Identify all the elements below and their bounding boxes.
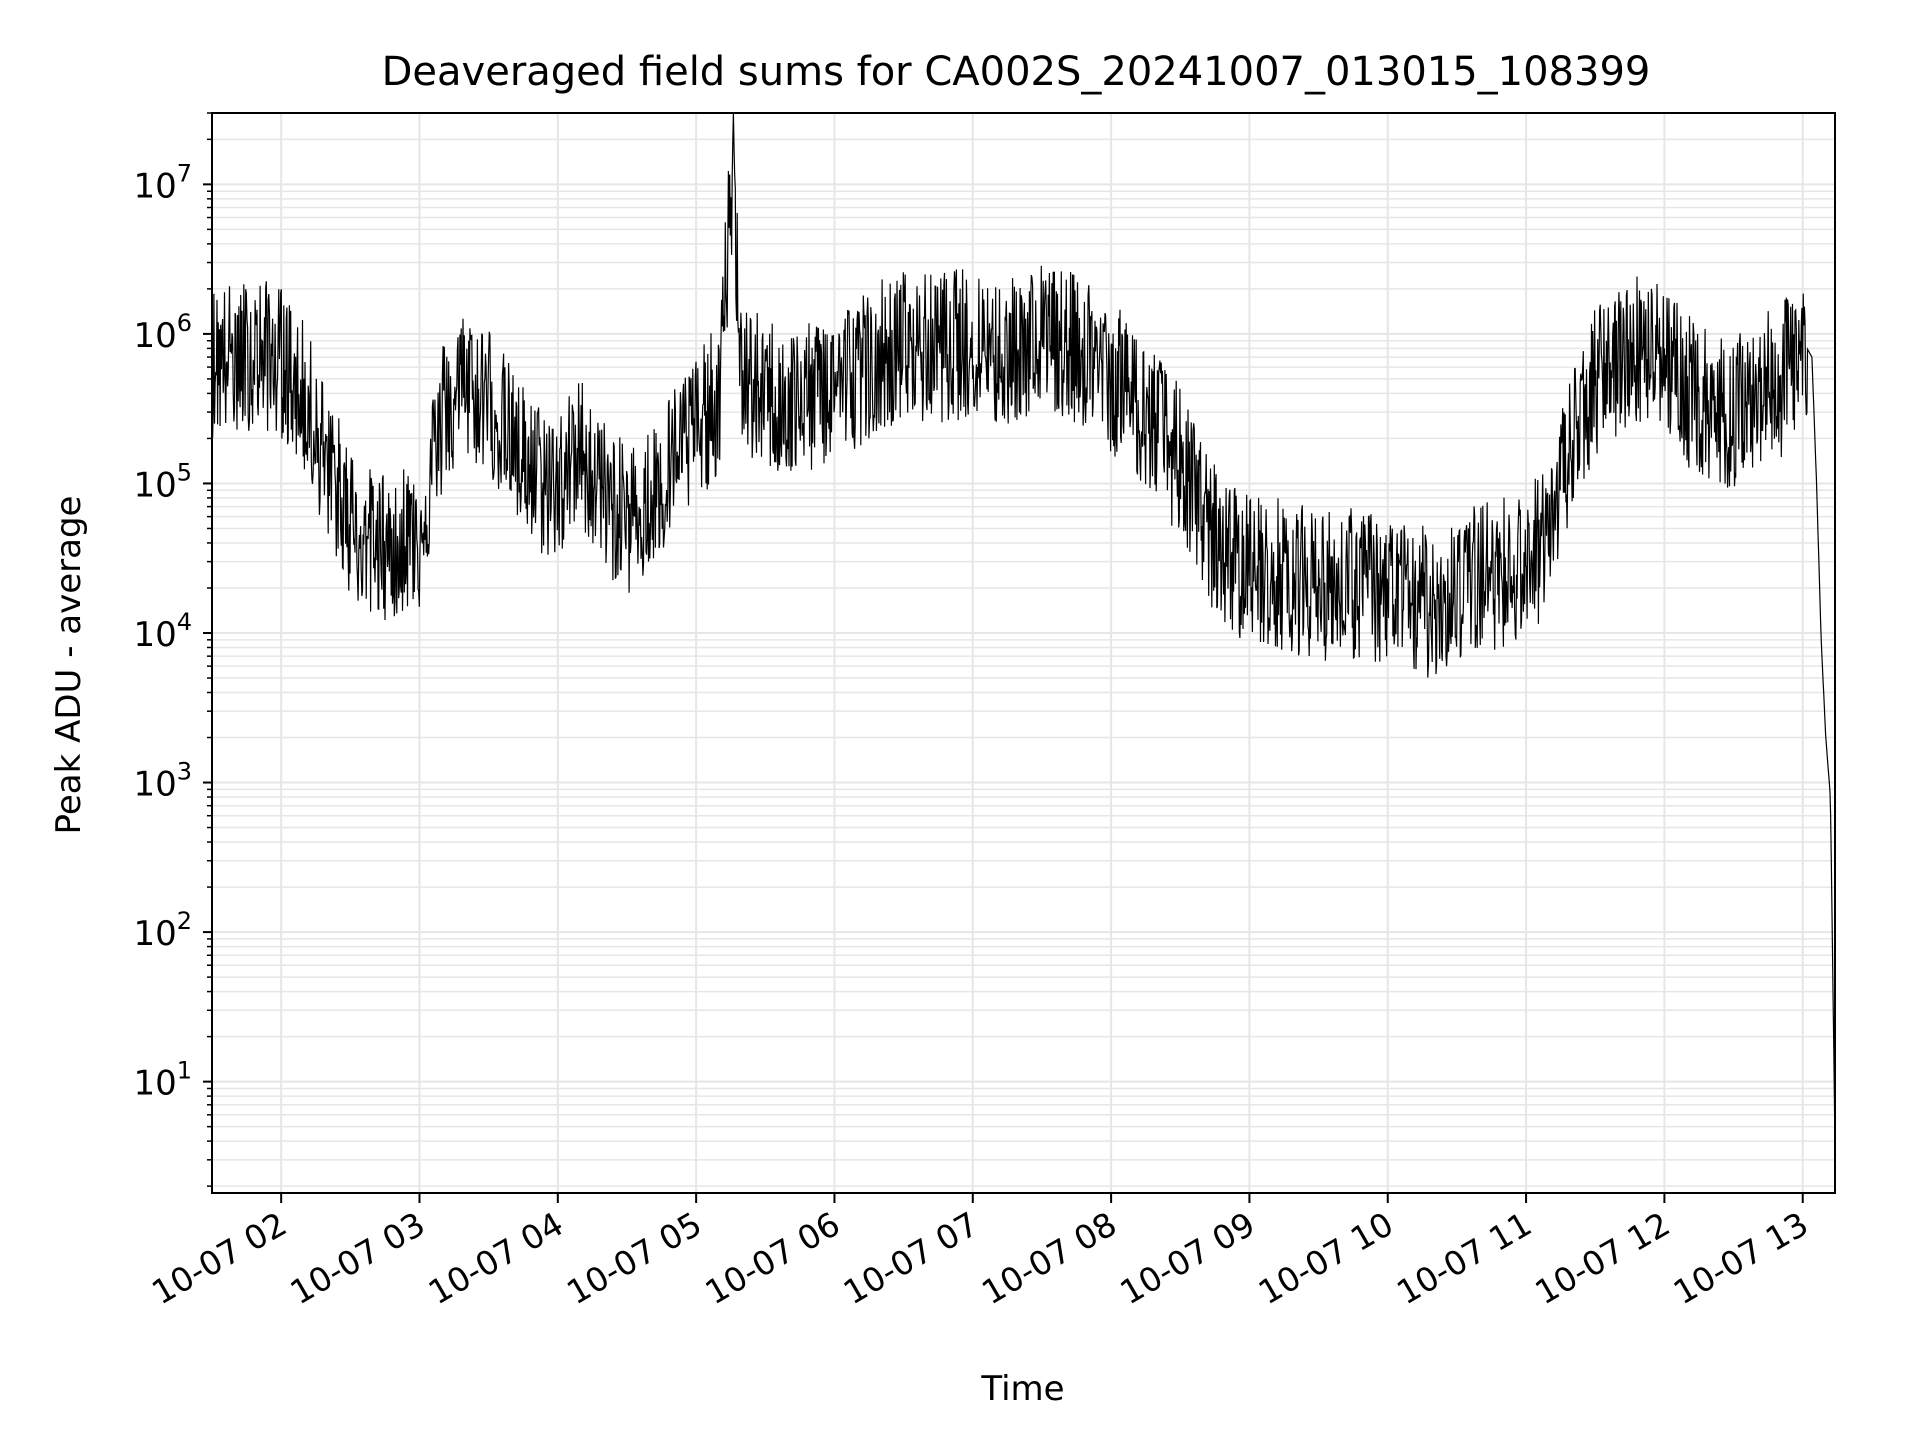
y-axis: 101 102 103 104 105 106 107 [133, 112, 212, 1187]
y-tick-label: 104 [133, 608, 192, 655]
plot-frame [211, 112, 1836, 1194]
y-tick-label: 103 [133, 758, 192, 805]
y-tick-label: 106 [133, 309, 192, 356]
chart-title: Deaveraged field sums for CA002S_2024100… [382, 49, 1651, 95]
series-line [211, 112, 1836, 1150]
x-axis-label: Time [980, 1369, 1064, 1409]
y-tick-label: 101 [133, 1057, 192, 1104]
series-path [211, 112, 1836, 1150]
y-axis-label: Peak ADU - average [49, 496, 89, 835]
y-tick-label: 102 [133, 907, 192, 954]
y-tick-label: 107 [133, 159, 192, 206]
y-tick-label: 105 [133, 458, 192, 505]
